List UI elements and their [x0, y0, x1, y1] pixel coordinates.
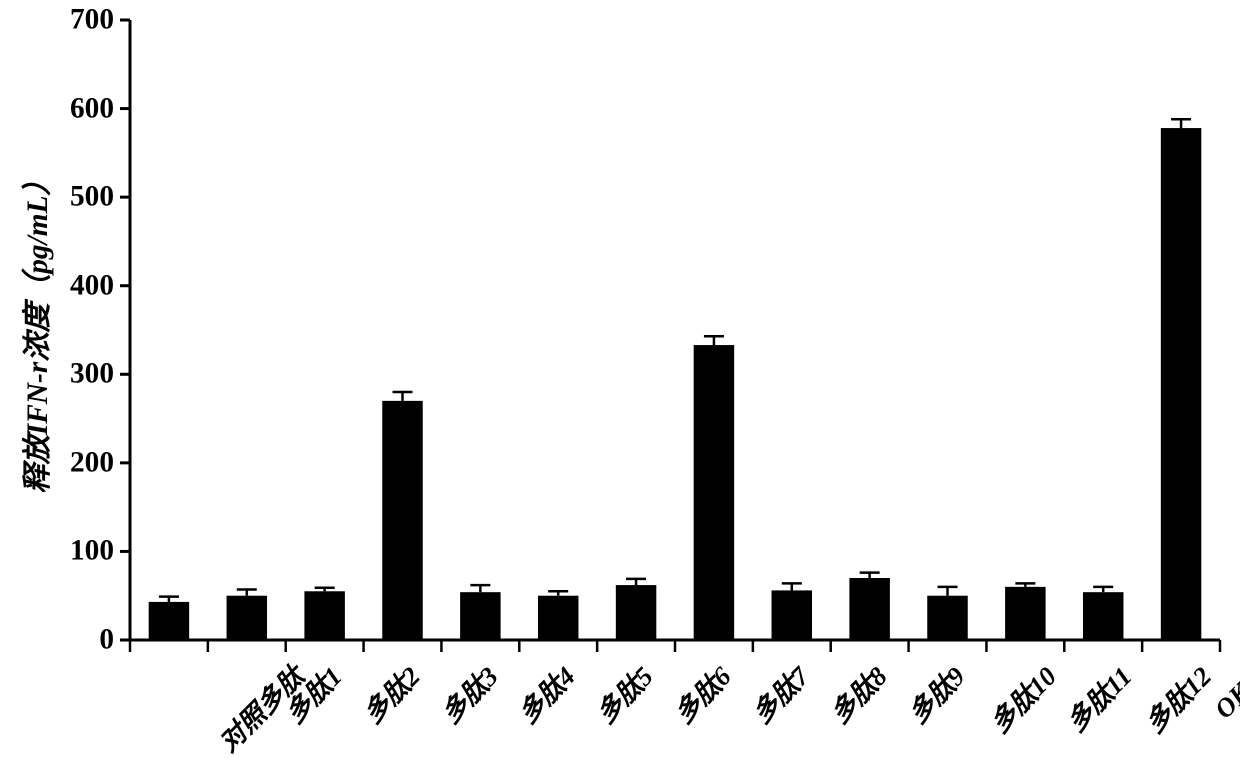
bar — [694, 345, 734, 640]
bar — [1083, 592, 1123, 640]
y-tick-label: 700 — [70, 4, 114, 37]
bar — [616, 585, 656, 640]
y-tick-label: 400 — [70, 269, 114, 302]
y-tick-label: 200 — [70, 446, 114, 479]
y-tick-label: 500 — [70, 181, 114, 214]
bar — [1161, 128, 1201, 640]
bar — [772, 590, 812, 640]
bar — [227, 596, 267, 640]
chart-svg — [0, 0, 1240, 777]
y-tick-label: 0 — [99, 624, 114, 657]
bar — [849, 578, 889, 640]
bar — [304, 591, 344, 640]
y-tick-label: 600 — [70, 92, 114, 125]
bar — [1005, 587, 1045, 640]
bar — [149, 602, 189, 640]
bar — [460, 592, 500, 640]
y-tick-label: 100 — [70, 535, 114, 568]
bar — [927, 596, 967, 640]
bar-chart: 释放IFN-r浓度（pg/mL） 0100200300400500600700 … — [0, 0, 1240, 777]
bar — [382, 401, 422, 640]
y-tick-label: 300 — [70, 358, 114, 391]
y-axis-title: 释放IFN-r浓度（pg/mL） — [14, 166, 56, 494]
bar — [538, 596, 578, 640]
